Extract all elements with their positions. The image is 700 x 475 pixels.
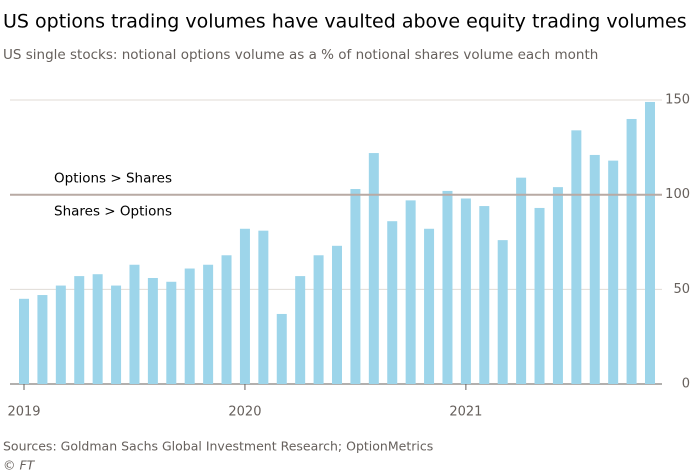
y-tick-label: 150 bbox=[665, 93, 690, 108]
y-tick-label: 50 bbox=[673, 282, 690, 297]
bar bbox=[37, 295, 48, 384]
source: Sources: Goldman Sachs Global Investment… bbox=[3, 439, 433, 454]
bar bbox=[258, 230, 269, 384]
credit: © FT bbox=[3, 458, 36, 473]
bar bbox=[203, 264, 214, 384]
bar bbox=[460, 198, 471, 384]
bar bbox=[147, 277, 158, 384]
bar bbox=[608, 160, 619, 384]
chart-title: US options trading volumes have vaulted … bbox=[3, 11, 687, 33]
bar bbox=[405, 200, 416, 384]
x-tick-label: 2019 bbox=[7, 405, 40, 420]
bar bbox=[479, 206, 490, 384]
y-tick-label: 0 bbox=[682, 377, 690, 392]
bar bbox=[332, 245, 342, 384]
bar bbox=[571, 130, 582, 384]
bar bbox=[295, 276, 306, 384]
bar bbox=[497, 240, 508, 384]
bar bbox=[313, 255, 324, 384]
bar bbox=[92, 274, 103, 384]
bar bbox=[552, 187, 563, 384]
bar bbox=[276, 313, 287, 384]
bar bbox=[74, 276, 85, 384]
bar bbox=[19, 298, 30, 384]
bar bbox=[424, 228, 435, 384]
x-tick-label: 2020 bbox=[228, 405, 261, 420]
bar bbox=[368, 153, 379, 384]
bar bbox=[129, 264, 140, 384]
bar bbox=[387, 221, 398, 384]
bar bbox=[221, 255, 232, 384]
bar bbox=[350, 189, 361, 384]
bar bbox=[166, 281, 177, 384]
bar bbox=[626, 118, 637, 384]
bar bbox=[442, 190, 453, 384]
annotation: Shares > Options bbox=[54, 204, 172, 220]
y-tick-label: 100 bbox=[665, 187, 690, 202]
bar bbox=[534, 207, 545, 384]
annotation: Options > Shares bbox=[54, 171, 172, 187]
bar bbox=[644, 101, 655, 385]
x-tick-label: 2021 bbox=[449, 405, 482, 420]
bar bbox=[55, 285, 66, 384]
chart-subtitle: US single stocks: notional options volum… bbox=[3, 47, 598, 63]
bar bbox=[589, 154, 600, 384]
bar bbox=[516, 177, 527, 384]
bar bbox=[111, 285, 122, 384]
bar bbox=[239, 228, 250, 384]
bar bbox=[184, 268, 195, 384]
